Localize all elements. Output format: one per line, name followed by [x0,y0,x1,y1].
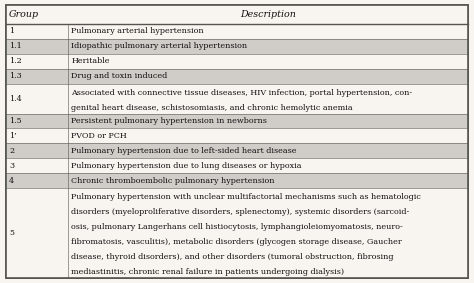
Text: mediastinitis, chronic renal failure in patients undergoing dialysis): mediastinitis, chronic renal failure in … [72,268,345,276]
Bar [6,113,468,128]
Text: Persistent pulmonary hypertension in newborns: Persistent pulmonary hypertension in new… [72,117,267,125]
Text: 5: 5 [9,229,14,237]
Text: Pulmonary hypertension due to lung diseases or hypoxia: Pulmonary hypertension due to lung disea… [72,162,302,170]
Text: 1.2: 1.2 [9,57,22,65]
Text: 1.4: 1.4 [9,95,22,102]
Text: Description: Description [240,10,296,19]
Text: 4: 4 [9,177,14,185]
Text: Drug and toxin induced: Drug and toxin induced [72,72,168,80]
Text: 1.3: 1.3 [9,72,22,80]
Text: 3: 3 [9,162,14,170]
Bar [6,128,468,143]
Text: Idiopathic pulmonary arterial hypertension: Idiopathic pulmonary arterial hypertensi… [72,42,247,50]
Text: 1’: 1’ [9,132,17,140]
Text: Pulmonary hypertension due to left-sided heart disease: Pulmonary hypertension due to left-sided… [72,147,297,155]
Text: Pulmonary arterial hypertension: Pulmonary arterial hypertension [72,27,204,35]
Text: Associated with connective tissue diseases, HIV infection, portal hypertension, : Associated with connective tissue diseas… [72,89,412,97]
Text: Pulmonary hypertension with unclear multifactorial mechanisms such as hematologi: Pulmonary hypertension with unclear mult… [72,193,421,201]
Text: Heritable: Heritable [72,57,110,65]
Bar [6,84,468,113]
Bar [6,5,468,24]
Text: Chronic thromboembolic pulmonary hypertension: Chronic thromboembolic pulmonary hyperte… [72,177,275,185]
Bar [6,173,468,188]
Text: 2: 2 [9,147,14,155]
Bar [6,69,468,84]
Text: 1.1: 1.1 [9,42,22,50]
Text: 1: 1 [9,27,14,35]
Text: disorders (myeloproliferative disorders, splenectomy), systemic disorders (sarco: disorders (myeloproliferative disorders,… [72,208,410,216]
Text: 1.5: 1.5 [9,117,22,125]
Text: genital heart disease, schistosomiasis, and chronic hemolytic anemia: genital heart disease, schistosomiasis, … [72,104,353,112]
Bar [6,158,468,173]
Text: osis, pulmonary Langerhans cell histiocytosis, lymphangioleiomyomatosis, neuro-: osis, pulmonary Langerhans cell histiocy… [72,223,403,231]
Bar [6,188,468,278]
Bar [6,54,468,69]
Bar [6,143,468,158]
Text: Group: Group [9,10,39,19]
Bar [6,24,468,39]
Text: fibromatosis, vasculitis), metabolic disorders (glycogen storage disease, Gauche: fibromatosis, vasculitis), metabolic dis… [72,238,402,246]
Text: disease, thyroid disorders), and other disorders (tumoral obstruction, fibrosing: disease, thyroid disorders), and other d… [72,253,394,261]
Text: PVOD or PCH: PVOD or PCH [72,132,127,140]
Bar [6,39,468,54]
